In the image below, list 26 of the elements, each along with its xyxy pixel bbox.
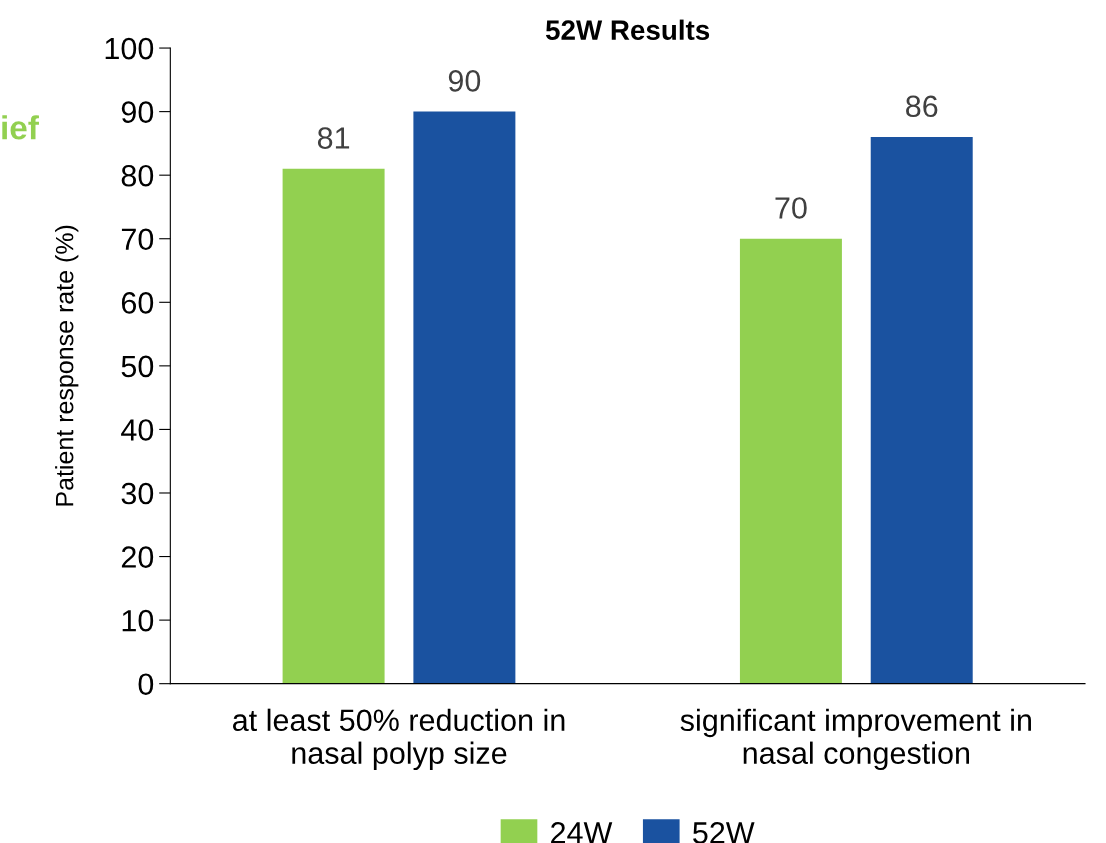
data-label: 86 bbox=[906, 95, 938, 118]
y-tick-label: 30 bbox=[121, 482, 154, 505]
y-tick-label: 50 bbox=[121, 355, 154, 378]
y-tick-label: 10 bbox=[122, 609, 154, 632]
y-axis-title: Patient response rate (%) bbox=[55, 225, 79, 506]
y-tick-label: 0 bbox=[138, 673, 154, 696]
y-tick-label: 70 bbox=[121, 228, 154, 251]
legend-label: 24W bbox=[551, 822, 613, 843]
bar bbox=[282, 168, 385, 684]
data-label: 81 bbox=[317, 127, 350, 149]
text: ief bbox=[2, 115, 39, 140]
legend-label: 52W bbox=[693, 822, 755, 843]
y-tick-label: 60 bbox=[121, 292, 154, 314]
y-tick-label: 100 bbox=[105, 37, 154, 60]
data-label: 90 bbox=[448, 70, 481, 92]
x-tick-label: significant improvement in nasal congestion bbox=[680, 708, 1031, 771]
bar bbox=[413, 111, 516, 684]
y-tick-label: 90 bbox=[121, 101, 154, 123]
chart-title: 52W Results bbox=[545, 19, 710, 40]
data-label: 70 bbox=[775, 197, 807, 219]
y-tick-label: 80 bbox=[121, 164, 154, 187]
x-tick-label: at least 50% reduction in nasal polyp size bbox=[232, 708, 565, 771]
bar bbox=[739, 238, 842, 684]
y-tick-label: 20 bbox=[121, 546, 154, 568]
bar bbox=[870, 137, 973, 684]
y-tick-label: 40 bbox=[121, 419, 154, 441]
